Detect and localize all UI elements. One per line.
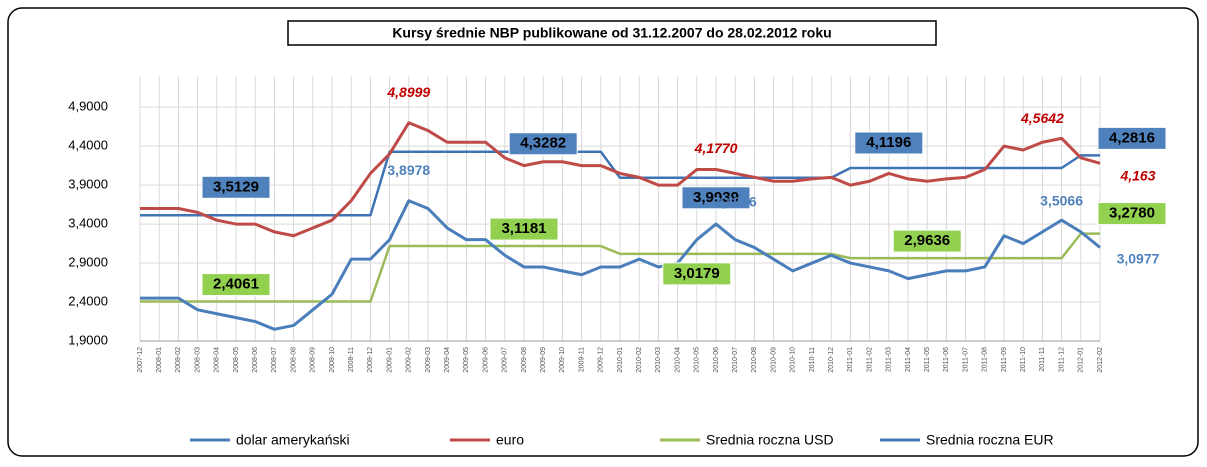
series-line xyxy=(140,232,1100,303)
average-label-box xyxy=(892,229,962,253)
x-tick-label: 2009-09 xyxy=(540,347,547,373)
average-label-box xyxy=(1097,202,1167,226)
x-tick-label: 2010-09 xyxy=(770,347,777,373)
x-tick-label: 2010-10 xyxy=(790,347,797,373)
x-tick-label: 2010-12 xyxy=(828,347,835,373)
x-tick-label: 2009-03 xyxy=(425,347,432,373)
x-tick-label: 2011-04 xyxy=(905,347,912,372)
title-box xyxy=(287,20,937,46)
x-tick-label: 2009-12 xyxy=(598,347,605,373)
x-tick-label: 2010-08 xyxy=(751,347,758,373)
x-tick-label: 2008-05 xyxy=(233,347,240,373)
x-tick-label: 2009-02 xyxy=(406,347,413,373)
annotation: 4,5642 xyxy=(1020,110,1064,126)
annotation: 4,163 xyxy=(1119,167,1155,183)
x-tick-label: 2008-12 xyxy=(367,347,374,373)
x-tick-label: 2009-07 xyxy=(502,347,509,373)
x-tick-label: 2010-02 xyxy=(636,347,643,373)
x-tick-label: 2009-06 xyxy=(482,347,489,373)
x-tick-label: 2008-07 xyxy=(271,347,278,373)
x-tick-label: 2011-05 xyxy=(924,347,931,372)
annotation: 3,5066 xyxy=(1040,192,1083,208)
x-tick-label: 2011-12 xyxy=(1058,347,1065,372)
y-tick-label: 3,9000 xyxy=(68,177,108,192)
average-label-box xyxy=(662,262,732,286)
average-label: 2,4061 xyxy=(213,276,259,293)
annotation: 3,0977 xyxy=(1117,250,1160,266)
average-label: 3,2780 xyxy=(1109,205,1155,222)
x-tick-label: 2010-06 xyxy=(713,347,720,373)
x-tick-label: 2007-12 xyxy=(137,347,144,373)
y-tick-label: 4,4000 xyxy=(68,138,108,153)
legend-label: Srednia roczna USD xyxy=(706,432,834,448)
x-tick-label: 2011-08 xyxy=(982,347,989,372)
average-label: 3,0179 xyxy=(674,265,720,282)
chart-border xyxy=(7,7,1199,457)
series-line xyxy=(140,150,1100,217)
x-tick-label: 2011-09 xyxy=(1001,347,1008,372)
x-tick-label: 2008-09 xyxy=(310,347,317,373)
x-tick-label: 2012-02 xyxy=(1097,347,1104,373)
average-label-box xyxy=(201,175,271,199)
x-tick-label: 2011-06 xyxy=(943,347,950,372)
x-tick-label: 2010-07 xyxy=(732,347,739,373)
average-label-box xyxy=(854,131,924,155)
average-label-box xyxy=(681,186,751,210)
x-tick-label: 2008-11 xyxy=(348,347,355,372)
x-tick-label: 2011-07 xyxy=(962,347,969,372)
legend-label: Srednia roczna EUR xyxy=(926,432,1054,448)
x-tick-label: 2008-01 xyxy=(156,347,163,373)
average-label-box xyxy=(201,273,271,297)
x-tick-label: 2011-03 xyxy=(886,347,893,372)
series-line xyxy=(140,199,1101,331)
x-tick-label: 2008-08 xyxy=(290,347,297,373)
average-label: 4,1196 xyxy=(866,134,911,151)
x-tick-label: 2008-10 xyxy=(329,347,336,373)
x-tick-label: 2011-11 xyxy=(1039,347,1046,372)
average-label-box xyxy=(508,132,578,156)
x-tick-label: 2012-01 xyxy=(1078,347,1085,373)
legend-label: euro xyxy=(496,432,524,448)
x-tick-label: 2009-08 xyxy=(521,347,528,373)
x-tick-label: 2011-02 xyxy=(866,347,873,372)
average-label: 2,9636 xyxy=(904,232,950,249)
x-tick-label: 2008-03 xyxy=(194,347,201,373)
x-tick-label: 2010-04 xyxy=(674,347,681,373)
annotation: 3,8978 xyxy=(387,162,430,178)
y-tick-label: 1,9000 xyxy=(68,332,108,347)
y-tick-label: 2,9000 xyxy=(68,254,108,269)
annotation: 4,8999 xyxy=(386,84,430,100)
x-tick-label: 2009-01 xyxy=(386,347,393,373)
x-tick-label: 2010-03 xyxy=(655,347,662,373)
annotation: 4,1770 xyxy=(694,140,738,156)
x-tick-label: 2009-05 xyxy=(463,347,470,373)
x-tick-label: 2010-01 xyxy=(617,347,624,373)
x-tick-label: 2011-01 xyxy=(847,347,854,372)
average-label: 3,1181 xyxy=(501,220,546,237)
legend-label: dolar amerykański xyxy=(236,432,350,448)
annotation: 3,4916 xyxy=(714,194,757,210)
average-label-box xyxy=(1097,126,1167,150)
x-tick-label: 2011-10 xyxy=(1020,347,1027,372)
average-label: 3,9939 xyxy=(693,189,739,206)
series-line xyxy=(140,121,1101,238)
x-tick-label: 2008-06 xyxy=(252,347,259,373)
x-tick-label: 2009-11 xyxy=(578,347,585,372)
average-label-box xyxy=(489,217,559,241)
average-label: 4,3282 xyxy=(520,135,566,152)
average-label: 3,5129 xyxy=(213,178,259,195)
x-tick-label: 2010-11 xyxy=(809,347,816,372)
x-tick-label: 2010-05 xyxy=(694,347,701,373)
x-tick-label: 2008-04 xyxy=(214,347,221,373)
y-tick-label: 4,9000 xyxy=(68,99,108,114)
y-tick-label: 2,4000 xyxy=(68,293,108,308)
y-tick-label: 3,4000 xyxy=(68,216,108,231)
chart-title: Kursy średnie NBP publikowane od 31.12.2… xyxy=(392,25,831,41)
x-tick-label: 2009-10 xyxy=(559,347,566,373)
x-tick-label: 2009-04 xyxy=(444,347,451,373)
average-label: 4,2816 xyxy=(1109,129,1155,146)
x-tick-label: 2008-02 xyxy=(175,347,182,373)
